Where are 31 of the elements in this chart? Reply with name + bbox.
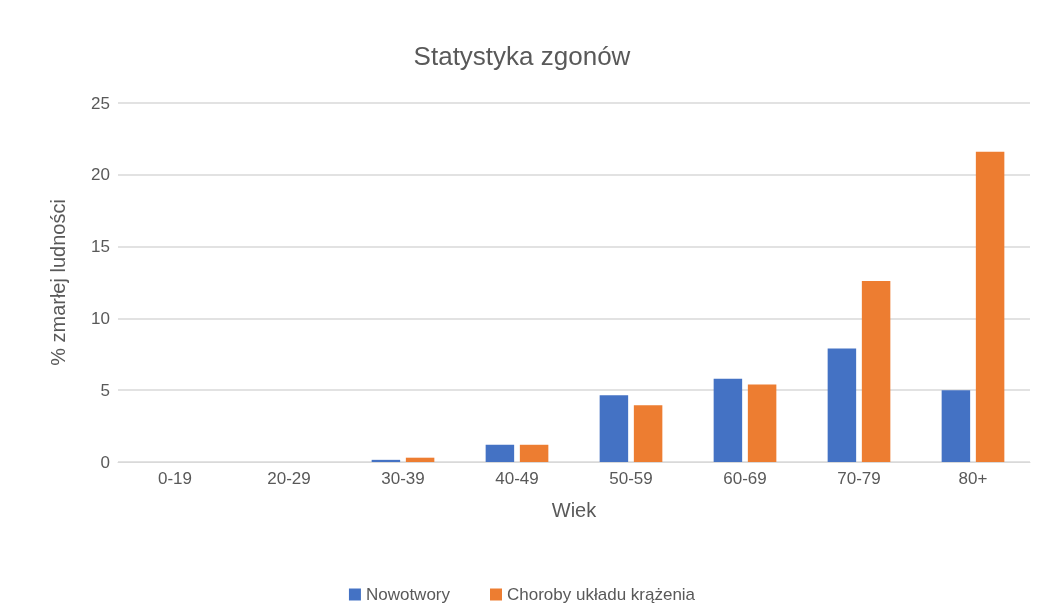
x-tick-label: 0-19 [157,469,193,488]
bar [405,457,435,462]
x-tick-label: 50-59 [609,469,653,488]
bar [519,444,549,462]
bar [599,395,629,462]
y-tick-label: 10 [91,308,110,328]
bar [827,348,857,462]
x-tick-label: 60-69 [723,469,767,488]
bar [713,378,743,462]
legend-label: Choroby układu krążenia [507,585,696,604]
x-tick-label: 30-39 [381,469,425,488]
y-axis-title: % zmarłej ludności [47,199,69,366]
y-tick-label: 20 [91,165,110,185]
bar [861,281,891,462]
x-tick-label: 80+ [958,469,988,488]
x-axis-title: Wiek [551,499,598,521]
x-tick-label: 40-49 [495,469,539,488]
chart-title: Statystyka zgonów [413,41,631,71]
bar [633,405,663,462]
x-tick-label: 70-79 [837,469,881,488]
x-tick-label: 20-29 [267,469,311,488]
y-tick-label: 0 [100,452,110,472]
bar [941,390,971,462]
bar [747,384,777,462]
y-tick-label: 25 [91,93,110,113]
legend-label: Nowotwory [365,585,451,604]
bar [975,151,1005,462]
y-tick-label: 5 [100,380,110,400]
bar [371,459,401,462]
bar [485,444,515,462]
y-tick-label: 15 [91,237,110,257]
